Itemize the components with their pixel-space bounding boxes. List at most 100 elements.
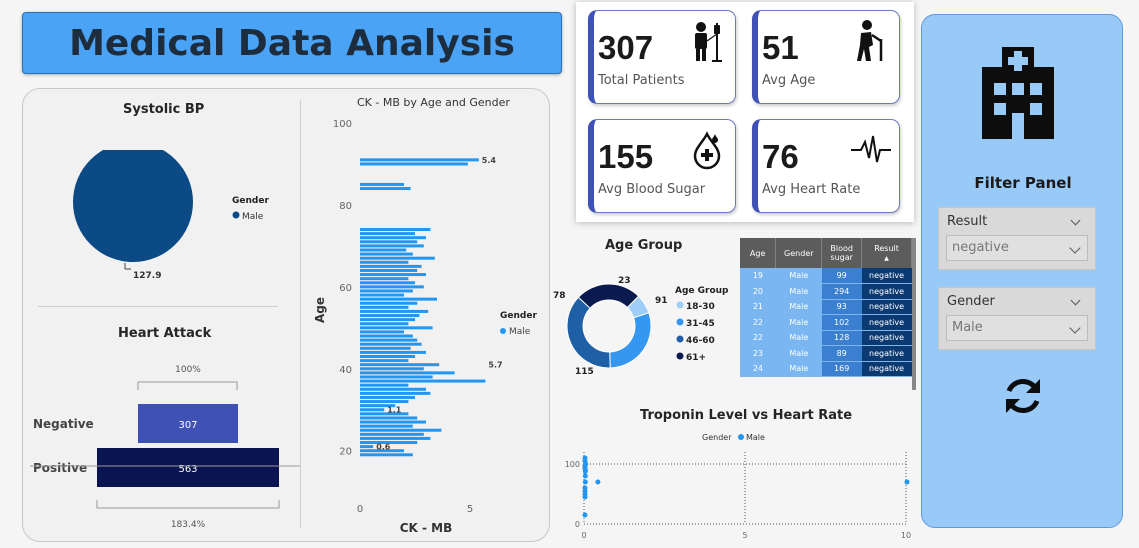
gender-slicer[interactable]: Gender Male (938, 287, 1096, 350)
ckmb-bar[interactable] (360, 334, 413, 338)
pie-legend-item[interactable]: Male (242, 212, 264, 222)
ckmb-bar[interactable] (360, 318, 415, 322)
ckmb-bar[interactable] (360, 256, 435, 260)
ckmb-bar[interactable] (360, 293, 404, 297)
donut-slice-46-60[interactable] (566, 296, 611, 369)
ckmb-bar[interactable] (360, 346, 411, 350)
ckmb-bar[interactable] (360, 289, 413, 293)
ckmb-bar[interactable] (360, 420, 426, 424)
ckmb-bar[interactable] (360, 260, 409, 264)
donut-legend-item[interactable]: 61+ (686, 353, 706, 363)
ckmb-bar[interactable] (360, 240, 418, 244)
ckmb-bar[interactable] (360, 416, 418, 420)
ckmb-bar[interactable] (360, 383, 409, 387)
table-row[interactable]: 20 Male 294 negative (740, 283, 912, 300)
table-row[interactable]: 21 Male 93 negative (740, 299, 912, 315)
ckmb-bar[interactable] (360, 285, 424, 289)
kpi-card-avg-age[interactable]: 51 Avg Age (752, 10, 900, 104)
ckmb-bar[interactable] (360, 309, 429, 313)
donut-slice-61+[interactable] (577, 283, 640, 309)
ckmb-bar[interactable] (360, 395, 415, 399)
ckmb-bar[interactable] (360, 432, 424, 436)
ckmb-bar[interactable] (360, 424, 413, 428)
ckmb-bar[interactable] (360, 387, 426, 391)
ckmb-bar[interactable] (360, 350, 426, 354)
table-row[interactable]: 23 Male 89 negative (740, 345, 912, 362)
col-header-gender[interactable]: Gender (775, 238, 823, 268)
refresh-icon[interactable] (1002, 375, 1044, 417)
ckmb-bar[interactable] (360, 264, 422, 268)
ckmb-bar[interactable] (360, 400, 409, 404)
ckmb-bar[interactable] (360, 354, 415, 358)
ckmb-bar[interactable] (360, 367, 424, 371)
table-row[interactable]: 19 Male 99 negative (740, 268, 912, 284)
scatter-point[interactable] (582, 455, 588, 461)
ckmb-bar[interactable] (360, 453, 413, 457)
col-header-blood-sugar[interactable]: Blood sugar (821, 238, 863, 268)
ckmb-bar[interactable] (360, 338, 418, 342)
kpi-card-total-patients[interactable]: 307 Total Patients (588, 10, 736, 104)
result-dropdown[interactable]: negative (946, 235, 1088, 261)
ckmb-bar[interactable] (360, 322, 409, 326)
patient-table-container[interactable]: Age Gender Blood sugar Result ▲ 19 Male 99 n… (740, 238, 916, 390)
funnel-bar-positive[interactable] (97, 448, 279, 487)
scatter-point[interactable] (904, 479, 910, 485)
gender-dropdown[interactable]: Male (946, 315, 1088, 341)
kpi-card-avg-blood-sugar[interactable]: 155 Avg Blood Sugar (588, 119, 736, 213)
ckmb-bar[interactable] (360, 449, 404, 453)
scatter-point[interactable] (583, 461, 589, 467)
ckmb-bar[interactable] (360, 301, 418, 305)
ckmb-bar[interactable] (360, 436, 431, 440)
ckmb-bar[interactable] (360, 305, 409, 309)
ckmb-bar[interactable] (360, 391, 431, 395)
kpi-card-avg-heart-rate[interactable]: 76 Avg Heart Rate (752, 119, 900, 213)
table-row[interactable]: 22 Male 102 negative (740, 314, 912, 331)
ckmb-bar[interactable] (360, 445, 374, 449)
scatter-point[interactable] (582, 479, 588, 485)
ckmb-bar[interactable] (360, 375, 433, 379)
pie-slice-male[interactable] (73, 150, 193, 262)
ckmb-bar[interactable] (360, 408, 385, 412)
ckmb-bar[interactable] (360, 441, 418, 445)
col-header-age[interactable]: Age (740, 238, 777, 268)
ckmb-bar[interactable] (360, 236, 426, 240)
scatter-point[interactable] (582, 512, 588, 518)
ckmb-bar[interactable] (360, 228, 431, 232)
donut-slice-31-45[interactable] (609, 312, 652, 369)
ckmb-bar[interactable] (360, 359, 409, 363)
ckmb-bar[interactable] (360, 252, 413, 256)
ckmb-bar[interactable] (360, 404, 396, 408)
ckmb-bar[interactable] (360, 281, 415, 285)
scatter-point[interactable] (582, 467, 588, 473)
ckmb-bar[interactable] (360, 412, 409, 416)
scatter-point[interactable] (582, 473, 588, 479)
ckmb-bar[interactable] (360, 363, 440, 367)
ckmb-bar[interactable] (360, 187, 411, 191)
ckmb-bar[interactable] (360, 342, 422, 346)
scatter-point[interactable] (582, 494, 588, 500)
ckmb-bar[interactable] (360, 162, 468, 166)
ckmb-bar[interactable] (360, 379, 486, 383)
table-row[interactable]: 22 Male 128 negative (740, 330, 912, 346)
ckmb-bar[interactable] (360, 273, 426, 277)
table-row[interactable]: 24 Male 169 negative (740, 361, 912, 377)
ckmb-bar[interactable] (360, 326, 433, 330)
scatter-legend-item[interactable]: Male (746, 433, 765, 442)
ckmb-bar[interactable] (360, 232, 415, 236)
ckmb-bar[interactable] (360, 182, 404, 186)
funnel-bar-negative[interactable] (138, 404, 238, 443)
ckmb-bar[interactable] (360, 371, 455, 375)
ckmb-bar[interactable] (360, 428, 442, 432)
ckmb-bar[interactable] (360, 330, 404, 334)
donut-legend-item[interactable]: 31-45 (686, 319, 715, 329)
col-header-result[interactable]: Result ▲ (861, 238, 912, 268)
ckmb-bar[interactable] (360, 158, 479, 162)
donut-legend-item[interactable]: 18-30 (686, 302, 715, 312)
scatter-point[interactable] (595, 479, 601, 485)
ckmb-bar[interactable] (360, 277, 409, 281)
ckmb-bar[interactable] (360, 248, 407, 252)
result-slicer[interactable]: Result negative (938, 207, 1096, 270)
ckmb-legend-item[interactable]: Male (509, 327, 531, 337)
ckmb-bar[interactable] (360, 244, 424, 248)
donut-legend-item[interactable]: 46-60 (686, 336, 715, 346)
